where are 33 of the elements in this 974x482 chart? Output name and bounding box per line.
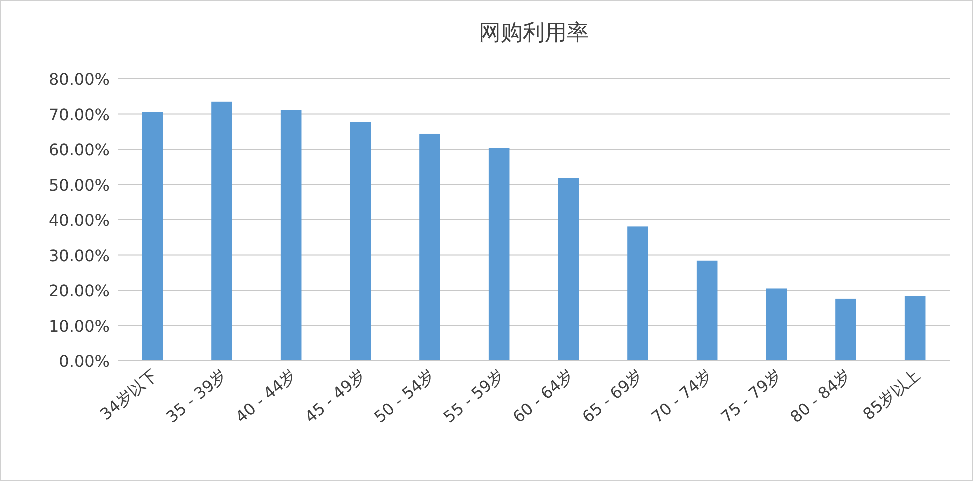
- bar: [628, 226, 648, 361]
- bar: [350, 122, 372, 361]
- y-tick-label: 10.00%: [48, 316, 110, 336]
- bar: [142, 112, 164, 361]
- y-tick-label: 30.00%: [48, 246, 110, 266]
- x-tick-label: 40 - 44岁: [232, 366, 300, 427]
- x-tick-label: 45 - 49岁: [301, 366, 370, 427]
- x-tick-label: 75 - 79岁: [717, 366, 786, 427]
- y-tick-label: 70.00%: [48, 105, 110, 124]
- bar: [836, 298, 856, 361]
- bar: [766, 288, 788, 361]
- bar: [212, 102, 232, 361]
- bar: [420, 134, 440, 361]
- x-tick-label: 80 - 84岁: [786, 366, 855, 427]
- y-tick-label: 20.00%: [48, 282, 110, 300]
- bar: [696, 260, 718, 361]
- chart-title: 网购利用率: [479, 21, 589, 46]
- x-tick-label: 55 - 59岁: [440, 366, 508, 427]
- x-tick-label: 85岁以上: [859, 366, 924, 424]
- bar: [488, 148, 510, 361]
- y-tick-label: 0.00%: [59, 352, 110, 371]
- y-tick-label: 60.00%: [48, 140, 110, 160]
- bar: [558, 178, 580, 361]
- bar: [280, 110, 302, 361]
- x-tick-label: 60 - 64岁: [509, 366, 578, 427]
- x-tick-label: 35 - 39岁: [162, 366, 231, 427]
- y-tick-label: 80.00%: [48, 70, 110, 89]
- bar: [904, 296, 926, 361]
- x-tick-label: 50 - 54岁: [370, 366, 439, 427]
- x-tick-label: 70 - 74岁: [648, 366, 716, 427]
- x-tick-label: 65 - 69岁: [578, 366, 647, 427]
- y-tick-label: 50.00%: [48, 176, 110, 195]
- y-tick-label: 40.00%: [48, 211, 110, 230]
